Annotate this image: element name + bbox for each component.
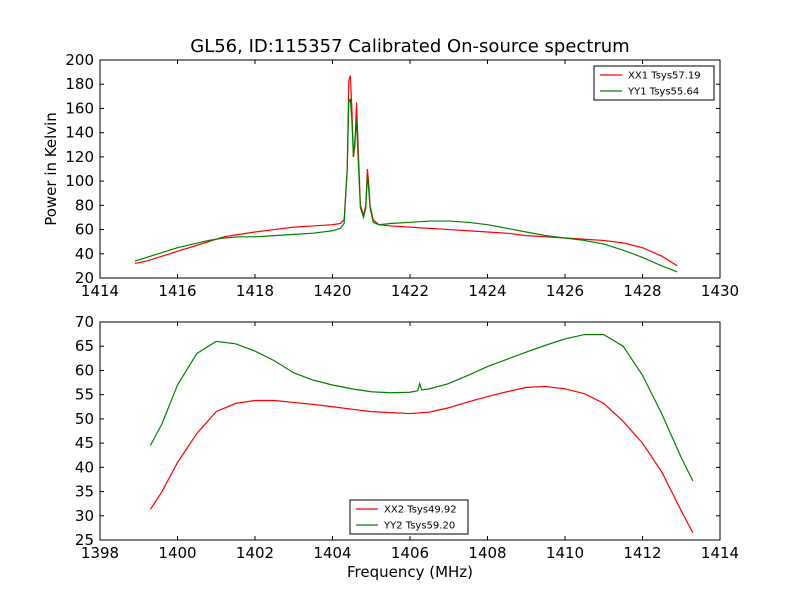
top-y-tick-label: 20 (75, 269, 94, 287)
bottom-x-tick-label: 1408 (468, 544, 506, 562)
top-x-tick-label: 1416 (158, 282, 196, 300)
bottom-legend-label-1: XX2 Tsys49.92 (384, 505, 457, 516)
bottom-x-tick-label: 1414 (701, 544, 739, 562)
top-y-tick-label: 160 (65, 99, 94, 117)
bottom-x-axis-label: Frequency (MHz) (347, 563, 473, 581)
top-series-line-2 (134, 98, 678, 273)
top-legend-label-2: YY1 Tsys55.64 (627, 87, 699, 98)
top-y-tick-label: 180 (65, 75, 94, 93)
bottom-series-group (149, 334, 694, 534)
top-legend-label-1: XX1 Tsys57.19 (628, 71, 701, 82)
bottom-x-tick-label: 1402 (236, 544, 274, 562)
bottom-y-tick-label: 45 (75, 434, 94, 452)
chart-title: GL56, ID:115357 Calibrated On-source spe… (190, 36, 629, 57)
top-y-tick-label: 200 (65, 51, 94, 69)
bottom-y-tick-label: 60 (75, 361, 94, 379)
top-y-tick-label: 40 (75, 245, 94, 263)
bottom-y-tick-label: 50 (75, 410, 94, 428)
top-x-tick-label: 1430 (701, 282, 739, 300)
top-y-tick-label: 140 (65, 124, 94, 142)
bottom-x-tick-label: 1410 (546, 544, 584, 562)
top-legend: XX1 Tsys57.19 YY1 Tsys55.64 (593, 65, 715, 101)
bottom-y-tick-label: 35 (75, 483, 94, 501)
bottom-y-tick-label: 70 (75, 313, 94, 331)
top-x-tick-label: 1428 (623, 282, 661, 300)
bottom-x-tick-label: 1398 (81, 544, 119, 562)
top-panel: 1414 1416 1418 1420 1422 1424 1426 1428 1430 20 40… (65, 51, 739, 300)
top-y-tick-label: 80 (75, 196, 94, 214)
bottom-y-tick-label: 65 (75, 337, 94, 355)
top-x-tick-label: 1420 (313, 282, 351, 300)
top-x-tick-label: 1414 (81, 282, 119, 300)
top-x-tick-label: 1418 (236, 282, 274, 300)
top-y-tick-label: 120 (65, 148, 94, 166)
top-series-group (134, 75, 678, 273)
bottom-y-tick-label: 25 (75, 531, 94, 549)
bottom-legend-box (349, 499, 469, 535)
bottom-y-tick-label: 30 (75, 507, 94, 525)
bottom-legend-label-2: YY2 Tsys59.20 (383, 521, 455, 532)
top-x-tick-label: 1424 (468, 282, 506, 300)
bottom-x-tick-label: 1400 (158, 544, 196, 562)
bottom-y-tick-label: 55 (75, 386, 94, 404)
top-y-tick-label: 60 (75, 221, 94, 239)
bottom-series-line-2 (149, 334, 694, 482)
bottom-legend: XX2 Tsys49.92 YY2 Tsys59.20 (349, 499, 469, 535)
top-x-tick-label: 1422 (391, 282, 429, 300)
top-y-tick-label: 100 (65, 172, 94, 190)
top-y-axis-label: Power in Kelvin (42, 112, 60, 226)
bottom-series-line-1 (149, 385, 694, 534)
bottom-panel: 1398 1400 1402 1404 1406 1408 1410 1412 1414 25 30… (75, 313, 739, 562)
top-legend-box (593, 65, 715, 101)
chart-panels: 1414 1416 1418 1420 1422 1424 1426 1428 1430 20 40… (65, 51, 739, 562)
bottom-x-tick-label: 1406 (391, 544, 429, 562)
bottom-x-tick-label: 1412 (623, 544, 661, 562)
bottom-y-tick-label: 40 (75, 458, 94, 476)
top-x-tick-label: 1426 (546, 282, 584, 300)
bottom-x-tick-label: 1404 (313, 544, 351, 562)
